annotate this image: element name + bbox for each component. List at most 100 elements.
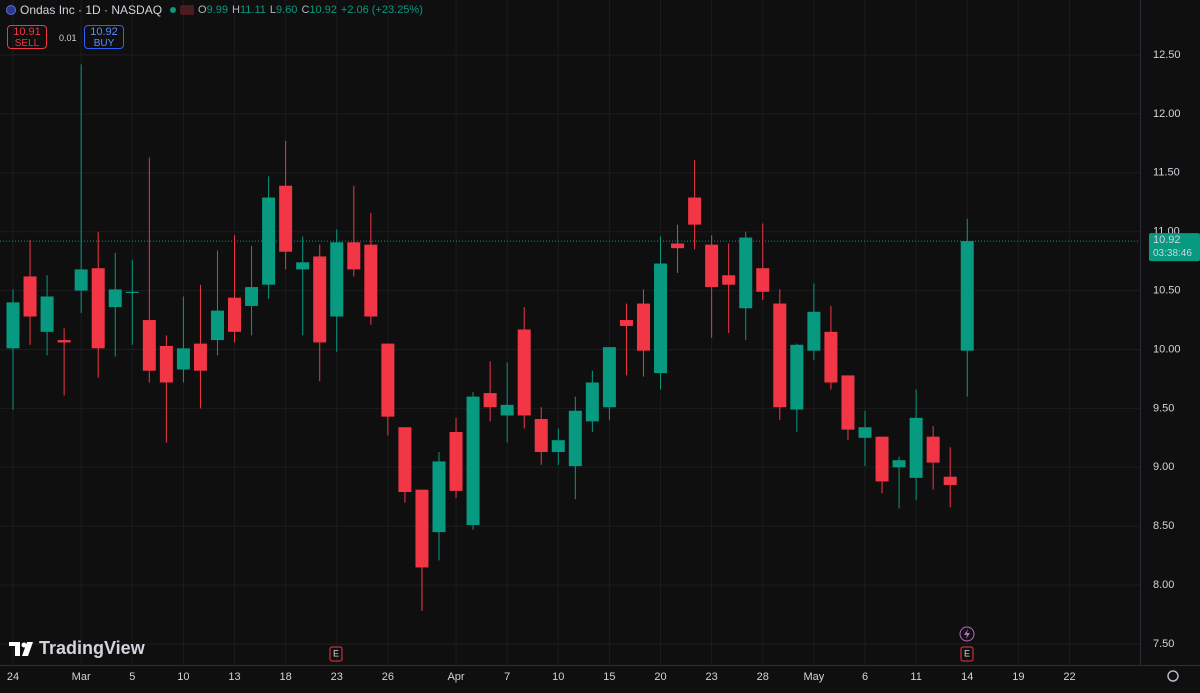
- candle-body: [517, 329, 531, 416]
- candle-body: [534, 419, 548, 452]
- candle-body: [381, 343, 395, 417]
- candle-body: [688, 197, 702, 225]
- y-tick-label: 9.50: [1153, 402, 1174, 414]
- candle-body: [926, 436, 940, 463]
- candle-body: [398, 427, 412, 493]
- candle-body: [943, 476, 957, 485]
- quote-value: 11.11: [239, 4, 266, 16]
- candle-body: [585, 382, 599, 422]
- x-tick-label: 28: [757, 671, 769, 683]
- y-tick-label: 10.00: [1153, 343, 1181, 355]
- candle-body: [57, 340, 71, 343]
- candle-body: [23, 276, 37, 317]
- candle-body: [841, 375, 855, 430]
- candle-body: [483, 393, 497, 408]
- candle-body: [159, 345, 173, 383]
- sell-button[interactable]: 10.91 SELL: [7, 25, 47, 49]
- candle-body: [296, 262, 310, 270]
- candle-body: [40, 296, 54, 332]
- x-tick-label: Mar: [72, 671, 91, 683]
- candle-body: [330, 242, 344, 317]
- quote-item: L9.60: [270, 4, 298, 16]
- change: +2.06 (+23.25%): [340, 4, 423, 16]
- x-tick-label: May: [803, 671, 824, 683]
- candle-body: [790, 344, 804, 410]
- x-tick-label: 19: [1012, 671, 1024, 683]
- candle-body: [551, 440, 565, 452]
- x-tick-label: 5: [129, 671, 135, 683]
- candle-body: [705, 244, 719, 288]
- candle-body: [91, 268, 105, 349]
- candle-body: [756, 268, 770, 292]
- candle-body: [892, 460, 906, 468]
- candle-body: [858, 427, 872, 438]
- earnings-marker-box: [960, 646, 974, 662]
- candle-body: [125, 291, 139, 293]
- candle-body: [193, 343, 207, 371]
- earnings-marker: E: [964, 648, 970, 658]
- symbol-icon: [6, 5, 16, 15]
- x-tick-label: 10: [552, 671, 564, 683]
- candle-body: [909, 417, 923, 478]
- candle-body: [722, 275, 736, 285]
- x-tick-label: 11: [910, 671, 921, 683]
- candle-body: [807, 311, 821, 351]
- y-tick-label: 11.50: [1153, 167, 1180, 179]
- spread: 0.01: [59, 33, 77, 43]
- x-tick-label: 23: [706, 671, 718, 683]
- x-tick-label: 20: [654, 671, 666, 683]
- candle-body: [449, 431, 463, 491]
- sell-price: 10.91: [13, 26, 41, 38]
- quote-label: O: [198, 4, 207, 16]
- candle-body: [619, 320, 633, 326]
- quote-label: L: [269, 4, 277, 16]
- candle-body: [773, 303, 787, 408]
- x-tick-label: 7: [504, 671, 510, 683]
- header: Ondas Inc · 1D · NASDAQ O9.99 H11.11 L9.60…: [6, 3, 423, 17]
- candle-body: [415, 489, 429, 568]
- earnings-marker: E: [333, 648, 339, 658]
- quote-item: O9.99: [198, 4, 228, 16]
- candle-body: [654, 263, 668, 374]
- candle-body: [347, 242, 361, 270]
- y-tick-label: 8.00: [1153, 579, 1174, 591]
- candle-body: [824, 331, 838, 383]
- candle-body: [960, 241, 974, 351]
- status-dot: [170, 7, 177, 13]
- y-tick-label: 7.50: [1153, 638, 1174, 650]
- candle-body: [466, 396, 480, 526]
- x-tick-label: 24: [7, 671, 19, 683]
- quote: O9.99 H11.11 L9.60 C10.92: [198, 4, 337, 16]
- buy-button[interactable]: 10.92 BUY: [84, 25, 124, 49]
- y-tick-label: 12.50: [1153, 49, 1181, 61]
- candle-body: [279, 185, 293, 252]
- countdown: 03:38:46: [1153, 248, 1192, 259]
- candle-body: [875, 436, 889, 482]
- x-tick-label: 23: [331, 671, 343, 683]
- x-tick-label: 18: [280, 671, 292, 683]
- candle-body: [671, 243, 685, 249]
- candle-body: [210, 310, 224, 341]
- candle-body: [74, 269, 88, 291]
- price-axis: [1140, 0, 1200, 693]
- x-tick-label: 26: [382, 671, 394, 683]
- brand: TradingView: [39, 638, 146, 658]
- x-tick-label: 22: [1063, 671, 1075, 683]
- buy-label: BUY: [93, 38, 115, 49]
- quote-label: C: [301, 4, 310, 16]
- candle-body: [142, 320, 156, 371]
- dividend-marker: [959, 626, 975, 642]
- x-tick-label: Apr: [447, 671, 464, 683]
- quote-value: 10.92: [309, 4, 337, 16]
- chart-title: Ondas Inc · 1D · NASDAQ: [20, 3, 163, 17]
- candle-body: [245, 287, 259, 306]
- settings-button[interactable]: [1167, 670, 1179, 682]
- candle-body: [228, 297, 242, 332]
- candle-body: [636, 303, 650, 351]
- candle-body: [602, 347, 616, 408]
- y-tick-label: 8.50: [1153, 520, 1174, 532]
- buy-price: 10.92: [90, 26, 118, 38]
- x-tick-label: 6: [862, 671, 868, 683]
- candle-body: [364, 244, 378, 317]
